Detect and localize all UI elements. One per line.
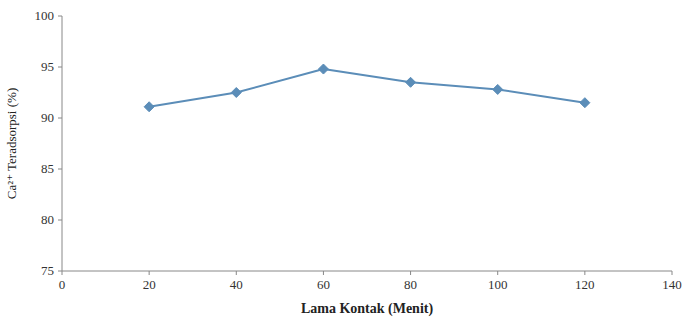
x-tick-label: 80 — [404, 277, 417, 292]
y-tick-label: 85 — [41, 161, 54, 176]
y-tick — [58, 271, 62, 272]
x-tick-label: 60 — [317, 277, 330, 292]
marker — [406, 77, 416, 87]
marker — [144, 102, 154, 112]
y-tick-label: 95 — [41, 59, 54, 74]
x-tick-label: 140 — [662, 277, 682, 292]
x-axis-label: Lama Kontak (Menit) — [301, 301, 434, 317]
y-tick-label: 75 — [41, 263, 54, 278]
x-tick — [62, 271, 63, 275]
x-tick — [584, 271, 585, 275]
x-tick — [236, 271, 237, 275]
x-tick — [672, 271, 673, 275]
y-tick — [58, 169, 62, 170]
marker — [318, 64, 328, 74]
chart: 0 20 40 60 80 100 120 140 75 80 85 90 95 100 Lama Kont… — [0, 0, 694, 323]
y-tick-label: 80 — [41, 212, 54, 227]
y-tick — [58, 67, 62, 68]
y-tick — [58, 118, 62, 119]
line — [149, 69, 585, 107]
x-tick-label: 120 — [575, 277, 595, 292]
x-tick — [323, 271, 324, 275]
x-tick-label: 40 — [230, 277, 243, 292]
x-tick-label: 20 — [143, 277, 156, 292]
x-tick-label: 0 — [59, 277, 66, 292]
plot-area — [144, 64, 590, 112]
marker — [493, 84, 503, 94]
y-axis-label: Ca²⁺ Teradsorpsi (%) — [4, 88, 19, 199]
x-axis-line — [62, 271, 672, 272]
y-axis-line — [62, 16, 63, 271]
x-tick — [410, 271, 411, 275]
marker — [231, 88, 241, 98]
marker — [580, 98, 590, 108]
y-tick-label: 100 — [35, 8, 55, 23]
y-tick-label: 90 — [41, 110, 54, 125]
y-tick — [58, 16, 62, 17]
y-tick — [58, 220, 62, 221]
x-tick-label: 100 — [488, 277, 508, 292]
x-tick — [497, 271, 498, 275]
x-tick — [149, 271, 150, 275]
